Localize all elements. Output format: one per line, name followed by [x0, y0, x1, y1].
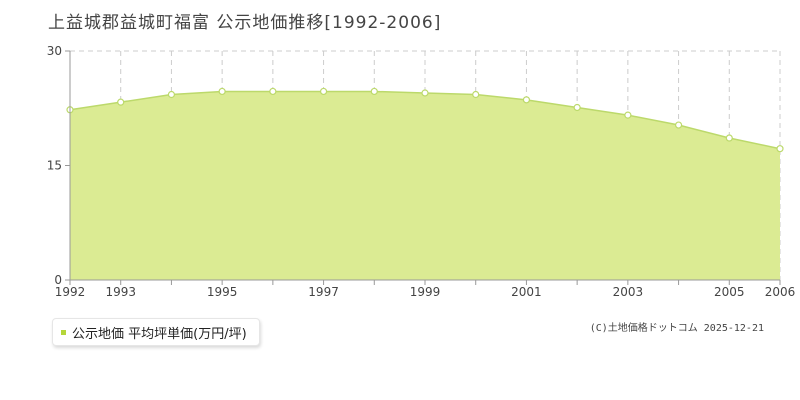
data-point: [218, 87, 226, 96]
data-point: [117, 98, 125, 106]
copyright-credit: (C)土地価格ドットコム 2025-12-21: [589, 323, 764, 334]
data-point: [776, 145, 784, 153]
data-point: [319, 87, 328, 96]
chart-title: 上益城郡益城町福富 公示地価推移[1992-2006]: [48, 13, 442, 33]
x-tick-label: 1997: [308, 285, 339, 299]
x-tick-label: 2006: [765, 285, 796, 299]
data-point: [269, 87, 277, 96]
x-tick-label: 1995: [207, 285, 238, 299]
data-point: [167, 90, 176, 99]
y-tick-label: 30: [47, 44, 62, 58]
x-tick-label: 2005: [714, 285, 745, 299]
x-tick-label: 1999: [410, 285, 441, 299]
legend: 公示地価 平均坪単価(万円/坪): [52, 318, 260, 346]
legend-swatch: [61, 329, 66, 335]
x-tick-label: 2001: [511, 285, 542, 299]
data-point: [472, 90, 480, 99]
y-tick-label: 15: [47, 159, 62, 173]
x-tick-label: 1992: [55, 285, 86, 299]
x-tick-label: 2003: [613, 285, 644, 299]
legend-label: 公示地価 平均坪単価(万円/坪): [72, 326, 247, 342]
data-point: [421, 89, 429, 97]
series-area: [70, 91, 780, 280]
x-tick-label: 1993: [105, 285, 136, 299]
y-tick-label: 0: [54, 273, 62, 287]
data-point: [573, 103, 581, 112]
data-point: [674, 121, 683, 129]
data-point: [522, 96, 531, 104]
data-point: [370, 87, 378, 96]
data-point: [624, 111, 632, 119]
data-point: [725, 134, 733, 142]
